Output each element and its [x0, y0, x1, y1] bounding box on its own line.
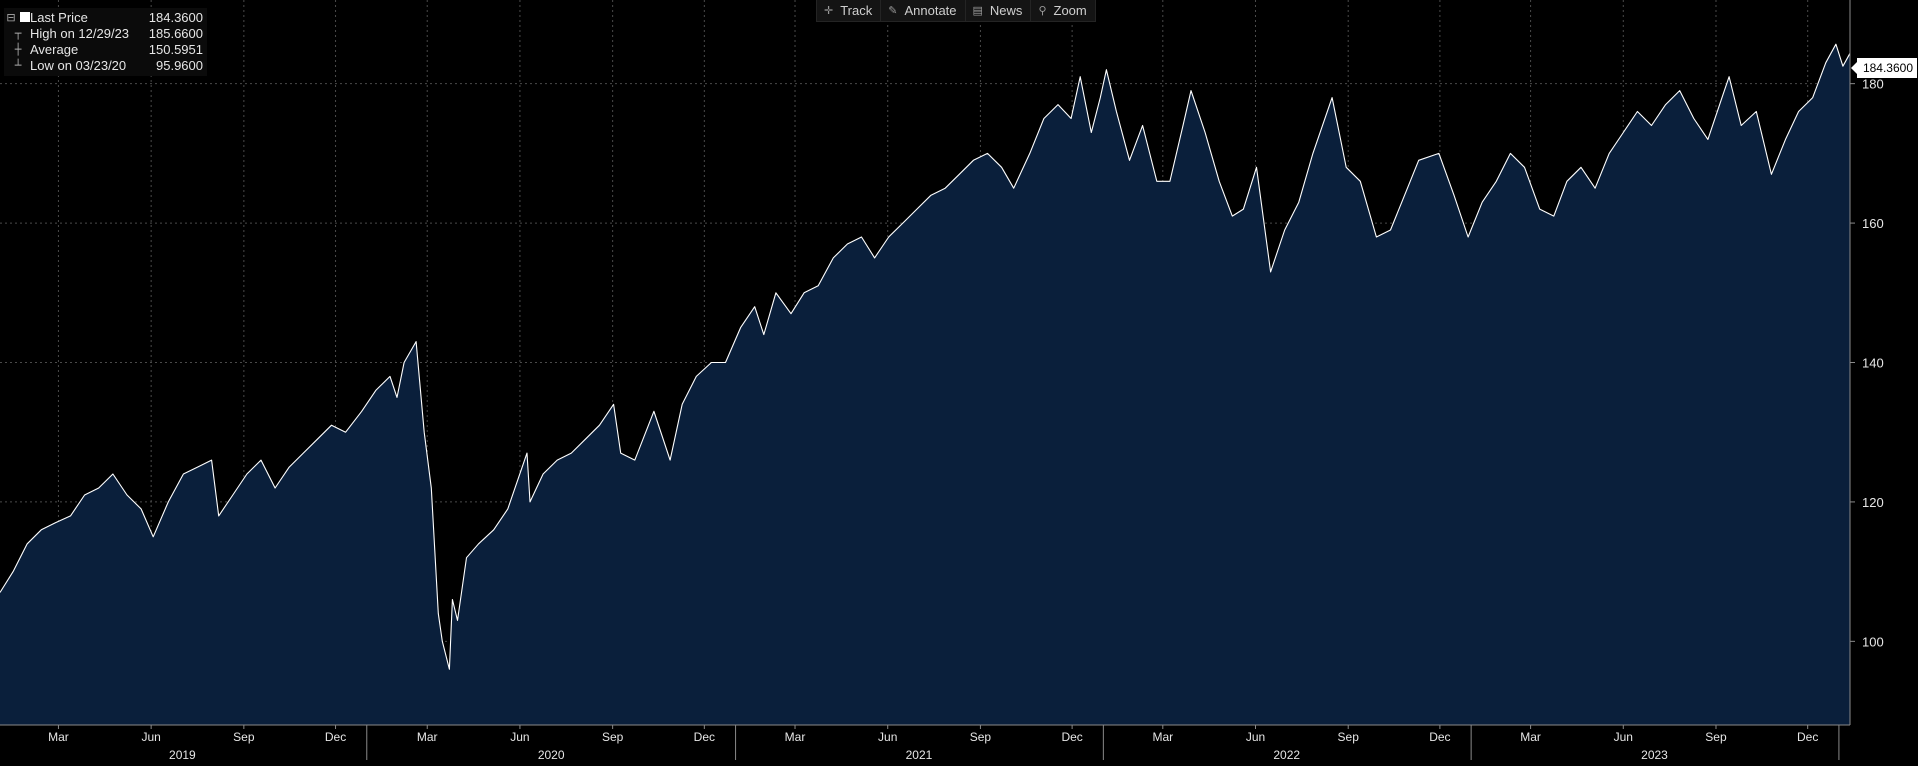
legend-row-high: ┬ High on 12/29/23 185.6600 — [6, 26, 207, 42]
track-button[interactable]: ✛ Track — [817, 0, 882, 21]
series-swatch — [19, 12, 30, 22]
annotate-button[interactable]: ✎ Annotate — [881, 0, 966, 21]
legend-row-last-price: ⊟ Last Price 184.3600 — [6, 10, 207, 26]
legend: ⊟ Last Price 184.3600 ┬ High on 12/29/23… — [4, 8, 207, 76]
low-marker-icon: ┴ — [14, 59, 22, 72]
x-tick-label: Jun — [510, 730, 529, 744]
legend-label: Average — [30, 42, 79, 57]
x-tick-label: Jun — [878, 730, 897, 744]
x-tick-label: Sep — [233, 730, 255, 744]
y-tick-label: 120 — [1862, 495, 1884, 510]
year-label: 2022 — [1273, 748, 1300, 762]
y-tick-label: 160 — [1862, 216, 1884, 231]
price-line — [0, 43, 1851, 670]
news-label: News — [989, 3, 1023, 18]
x-tick-label: Mar — [1152, 730, 1173, 744]
average-marker-icon: ┼ — [14, 43, 22, 56]
x-tick-label: Dec — [1061, 730, 1082, 744]
legend-label: High on 12/29/23 — [30, 26, 130, 41]
legend-value: 184.3600 — [148, 10, 203, 25]
axes: 100 120 140 160 180 Mar Jun Sep Dec Mar Jun Sep Dec M… — [0, 0, 1884, 762]
zoom-button[interactable]: ⚲ Zoom — [1031, 0, 1094, 21]
x-tick-label: Dec — [1429, 730, 1450, 744]
pencil-icon: ✎ — [888, 4, 898, 17]
newspaper-icon: ▤ — [972, 4, 983, 17]
x-tick-label: Jun — [141, 730, 160, 744]
y-tick-label: 100 — [1862, 634, 1884, 649]
x-tick-label: Jun — [1614, 730, 1633, 744]
year-label: 2019 — [169, 748, 196, 762]
x-tick-label: Dec — [694, 730, 715, 744]
x-tick-label: Mar — [417, 730, 438, 744]
x-tick-label: Sep — [602, 730, 624, 744]
price-series — [0, 43, 1851, 725]
annotate-label: Annotate — [904, 3, 957, 18]
y-tick-label: 180 — [1862, 77, 1884, 92]
zoom-label: Zoom — [1053, 3, 1087, 18]
x-tick-label: Jun — [1246, 730, 1265, 744]
collapse-icon[interactable]: ⊟ — [6, 10, 30, 26]
x-tick-label: Sep — [1338, 730, 1360, 744]
legend-label: Low on 03/23/20 — [30, 58, 127, 73]
x-tick-label: Dec — [1797, 730, 1818, 744]
x-tick-label: Dec — [325, 730, 346, 744]
crosshair-icon: ✛ — [824, 4, 834, 17]
last-price-tag: 184.3600 — [1851, 58, 1917, 78]
year-label: 2020 — [538, 748, 565, 762]
magnifier-icon: ⚲ — [1038, 4, 1047, 17]
legend-row-average: ┼ Average 150.5951 — [6, 42, 207, 58]
legend-value: 185.6600 — [148, 26, 203, 41]
year-label: 2023 — [1641, 748, 1668, 762]
x-tick-label: Sep — [970, 730, 992, 744]
x-tick-label: Mar — [1520, 730, 1541, 744]
news-button[interactable]: ▤ News — [966, 0, 1032, 21]
high-marker-icon: ┬ — [14, 27, 22, 40]
track-label: Track — [840, 3, 873, 18]
year-label: 2021 — [906, 748, 933, 762]
x-tick-label: Sep — [1705, 730, 1727, 744]
chart-toolbar: ✛ Track ✎ Annotate ▤ News ⚲ Zoom — [816, 0, 1096, 22]
legend-label: Last Price — [30, 10, 88, 25]
legend-value: 150.5951 — [148, 42, 203, 57]
x-tick-label: Mar — [48, 730, 69, 744]
legend-row-low: ┴ Low on 03/23/20 95.9600 — [6, 58, 207, 74]
y-tick-label: 140 — [1862, 356, 1884, 371]
price-area-fill — [0, 44, 1850, 725]
x-tick-label: Mar — [785, 730, 806, 744]
legend-value: 95.9600 — [156, 58, 203, 73]
